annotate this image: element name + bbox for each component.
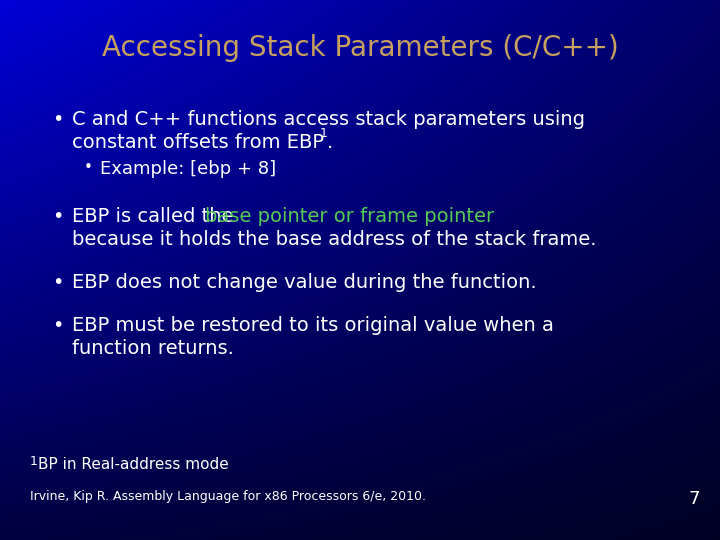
Text: constant offsets from EBP: constant offsets from EBP <box>72 133 324 152</box>
Text: EBP must be restored to its original value when a: EBP must be restored to its original val… <box>72 316 554 335</box>
Text: •: • <box>84 160 93 175</box>
Text: EBP does not change value during the function.: EBP does not change value during the fun… <box>72 273 536 292</box>
Text: •: • <box>52 207 63 226</box>
Text: •: • <box>52 316 63 335</box>
Text: 1: 1 <box>320 127 328 140</box>
Text: Irvine, Kip R. Assembly Language for x86 Processors 6/e, 2010.: Irvine, Kip R. Assembly Language for x86… <box>30 490 426 503</box>
Text: Accessing Stack Parameters (C/C++): Accessing Stack Parameters (C/C++) <box>102 34 618 62</box>
Text: function returns.: function returns. <box>72 339 234 358</box>
Text: EBP is called the: EBP is called the <box>72 207 240 226</box>
Text: •: • <box>52 110 63 129</box>
Text: .: . <box>327 133 333 152</box>
Text: Example: [ebp + 8]: Example: [ebp + 8] <box>100 160 276 178</box>
Text: •: • <box>52 273 63 292</box>
Text: because it holds the base address of the stack frame.: because it holds the base address of the… <box>72 230 596 249</box>
Text: 7: 7 <box>688 490 700 508</box>
Text: base pointer or frame pointer: base pointer or frame pointer <box>205 207 495 226</box>
Text: 1: 1 <box>30 455 38 468</box>
Text: C and C++ functions access stack parameters using: C and C++ functions access stack paramet… <box>72 110 585 129</box>
Text: BP in Real-address mode: BP in Real-address mode <box>38 457 229 472</box>
